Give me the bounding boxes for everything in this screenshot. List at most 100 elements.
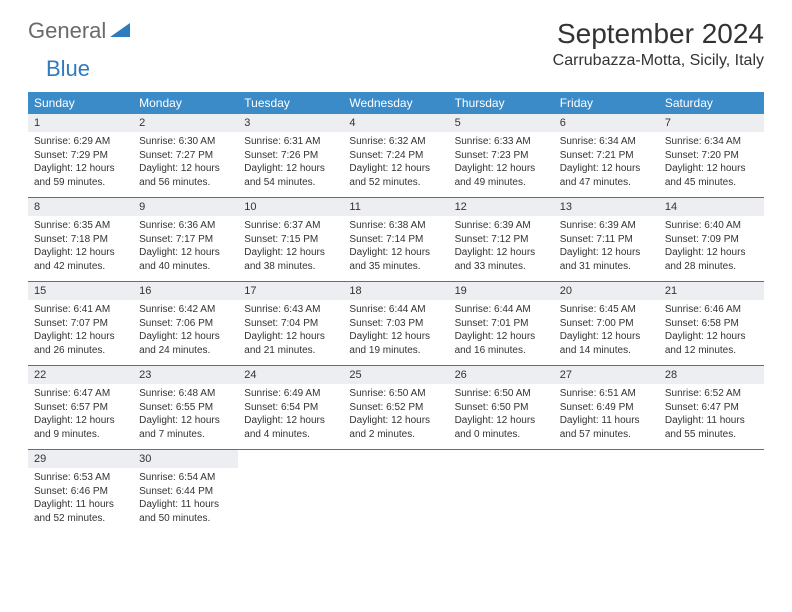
daylight-text-2: and 40 minutes. bbox=[139, 260, 232, 274]
sunset-text: Sunset: 6:54 PM bbox=[244, 401, 337, 415]
day-number: 8 bbox=[28, 198, 133, 217]
daylight-text-1: Daylight: 12 hours bbox=[455, 414, 548, 428]
day-cell: Sunrise: 6:37 AMSunset: 7:15 PMDaylight:… bbox=[238, 216, 343, 282]
sunrise-text: Sunrise: 6:30 AM bbox=[139, 135, 232, 149]
title-block: September 2024 Carrubazza-Motta, Sicily,… bbox=[553, 18, 764, 70]
daylight-text-2: and 16 minutes. bbox=[455, 344, 548, 358]
daylight-text-1: Daylight: 12 hours bbox=[34, 414, 127, 428]
day-cell: Sunrise: 6:45 AMSunset: 7:00 PMDaylight:… bbox=[554, 300, 659, 366]
day-number: 24 bbox=[238, 366, 343, 385]
sunset-text: Sunset: 7:01 PM bbox=[455, 317, 548, 331]
daylight-text-1: Daylight: 12 hours bbox=[244, 246, 337, 260]
sunset-text: Sunset: 6:49 PM bbox=[560, 401, 653, 415]
week-daynum-row: 2930 bbox=[28, 450, 764, 469]
day-cell: Sunrise: 6:33 AMSunset: 7:23 PMDaylight:… bbox=[449, 132, 554, 198]
daylight-text-1: Daylight: 11 hours bbox=[139, 498, 232, 512]
logo-text-blue: Blue bbox=[46, 56, 90, 81]
day-cell: Sunrise: 6:34 AMSunset: 7:20 PMDaylight:… bbox=[659, 132, 764, 198]
day-cell: Sunrise: 6:42 AMSunset: 7:06 PMDaylight:… bbox=[133, 300, 238, 366]
dow-saturday: Saturday bbox=[659, 92, 764, 114]
daylight-text-1: Daylight: 12 hours bbox=[349, 162, 442, 176]
day-number: 27 bbox=[554, 366, 659, 385]
daylight-text-1: Daylight: 12 hours bbox=[455, 330, 548, 344]
day-cell: Sunrise: 6:54 AMSunset: 6:44 PMDaylight:… bbox=[133, 468, 238, 533]
day-number: 13 bbox=[554, 198, 659, 217]
daylight-text-2: and 4 minutes. bbox=[244, 428, 337, 442]
day-cell bbox=[343, 468, 448, 533]
sunrise-text: Sunrise: 6:48 AM bbox=[139, 387, 232, 401]
day-number: 26 bbox=[449, 366, 554, 385]
sunrise-text: Sunrise: 6:51 AM bbox=[560, 387, 653, 401]
month-title: September 2024 bbox=[553, 18, 764, 50]
week-data-row: Sunrise: 6:47 AMSunset: 6:57 PMDaylight:… bbox=[28, 384, 764, 450]
sunset-text: Sunset: 7:06 PM bbox=[139, 317, 232, 331]
daylight-text-2: and 14 minutes. bbox=[560, 344, 653, 358]
sunrise-text: Sunrise: 6:39 AM bbox=[455, 219, 548, 233]
daylight-text-2: and 57 minutes. bbox=[560, 428, 653, 442]
sunset-text: Sunset: 7:14 PM bbox=[349, 233, 442, 247]
sunset-text: Sunset: 6:57 PM bbox=[34, 401, 127, 415]
day-cell: Sunrise: 6:52 AMSunset: 6:47 PMDaylight:… bbox=[659, 384, 764, 450]
daylight-text-2: and 55 minutes. bbox=[665, 428, 758, 442]
daylight-text-2: and 42 minutes. bbox=[34, 260, 127, 274]
day-cell: Sunrise: 6:35 AMSunset: 7:18 PMDaylight:… bbox=[28, 216, 133, 282]
sunrise-text: Sunrise: 6:43 AM bbox=[244, 303, 337, 317]
daylight-text-1: Daylight: 12 hours bbox=[665, 162, 758, 176]
sunset-text: Sunset: 7:04 PM bbox=[244, 317, 337, 331]
daylight-text-1: Daylight: 12 hours bbox=[349, 330, 442, 344]
sunset-text: Sunset: 7:03 PM bbox=[349, 317, 442, 331]
daylight-text-2: and 0 minutes. bbox=[455, 428, 548, 442]
sunset-text: Sunset: 7:24 PM bbox=[349, 149, 442, 163]
day-cell: Sunrise: 6:46 AMSunset: 6:58 PMDaylight:… bbox=[659, 300, 764, 366]
daylight-text-1: Daylight: 12 hours bbox=[244, 330, 337, 344]
sunset-text: Sunset: 7:23 PM bbox=[455, 149, 548, 163]
day-cell: Sunrise: 6:36 AMSunset: 7:17 PMDaylight:… bbox=[133, 216, 238, 282]
daylight-text-2: and 7 minutes. bbox=[139, 428, 232, 442]
daylight-text-2: and 38 minutes. bbox=[244, 260, 337, 274]
sunrise-text: Sunrise: 6:40 AM bbox=[665, 219, 758, 233]
day-cell: Sunrise: 6:39 AMSunset: 7:11 PMDaylight:… bbox=[554, 216, 659, 282]
day-number bbox=[238, 450, 343, 469]
sunrise-text: Sunrise: 6:39 AM bbox=[560, 219, 653, 233]
sunset-text: Sunset: 7:29 PM bbox=[34, 149, 127, 163]
daylight-text-1: Daylight: 12 hours bbox=[244, 162, 337, 176]
daylight-text-2: and 59 minutes. bbox=[34, 176, 127, 190]
week-daynum-row: 15161718192021 bbox=[28, 282, 764, 301]
day-number bbox=[659, 450, 764, 469]
week-data-row: Sunrise: 6:53 AMSunset: 6:46 PMDaylight:… bbox=[28, 468, 764, 533]
day-number: 22 bbox=[28, 366, 133, 385]
daylight-text-2: and 28 minutes. bbox=[665, 260, 758, 274]
sunrise-text: Sunrise: 6:34 AM bbox=[665, 135, 758, 149]
day-number: 3 bbox=[238, 114, 343, 132]
sunrise-text: Sunrise: 6:42 AM bbox=[139, 303, 232, 317]
sunrise-text: Sunrise: 6:32 AM bbox=[349, 135, 442, 149]
location: Carrubazza-Motta, Sicily, Italy bbox=[553, 52, 764, 70]
sunrise-text: Sunrise: 6:49 AM bbox=[244, 387, 337, 401]
day-cell: Sunrise: 6:31 AMSunset: 7:26 PMDaylight:… bbox=[238, 132, 343, 198]
sunrise-text: Sunrise: 6:29 AM bbox=[34, 135, 127, 149]
daylight-text-2: and 26 minutes. bbox=[34, 344, 127, 358]
daylight-text-1: Daylight: 12 hours bbox=[34, 246, 127, 260]
daylight-text-2: and 2 minutes. bbox=[349, 428, 442, 442]
day-cell: Sunrise: 6:29 AMSunset: 7:29 PMDaylight:… bbox=[28, 132, 133, 198]
sunrise-text: Sunrise: 6:44 AM bbox=[455, 303, 548, 317]
day-number: 10 bbox=[238, 198, 343, 217]
day-number: 17 bbox=[238, 282, 343, 301]
day-cell: Sunrise: 6:39 AMSunset: 7:12 PMDaylight:… bbox=[449, 216, 554, 282]
week-data-row: Sunrise: 6:35 AMSunset: 7:18 PMDaylight:… bbox=[28, 216, 764, 282]
daylight-text-1: Daylight: 12 hours bbox=[139, 330, 232, 344]
daylight-text-1: Daylight: 11 hours bbox=[560, 414, 653, 428]
day-number: 23 bbox=[133, 366, 238, 385]
day-number: 19 bbox=[449, 282, 554, 301]
day-cell bbox=[238, 468, 343, 533]
dow-thursday: Thursday bbox=[449, 92, 554, 114]
day-cell: Sunrise: 6:44 AMSunset: 7:03 PMDaylight:… bbox=[343, 300, 448, 366]
sunset-text: Sunset: 7:15 PM bbox=[244, 233, 337, 247]
sunrise-text: Sunrise: 6:46 AM bbox=[665, 303, 758, 317]
sunrise-text: Sunrise: 6:33 AM bbox=[455, 135, 548, 149]
logo: General bbox=[28, 18, 132, 44]
day-cell: Sunrise: 6:50 AMSunset: 6:52 PMDaylight:… bbox=[343, 384, 448, 450]
daylight-text-2: and 24 minutes. bbox=[139, 344, 232, 358]
daylight-text-1: Daylight: 11 hours bbox=[665, 414, 758, 428]
sunset-text: Sunset: 7:17 PM bbox=[139, 233, 232, 247]
